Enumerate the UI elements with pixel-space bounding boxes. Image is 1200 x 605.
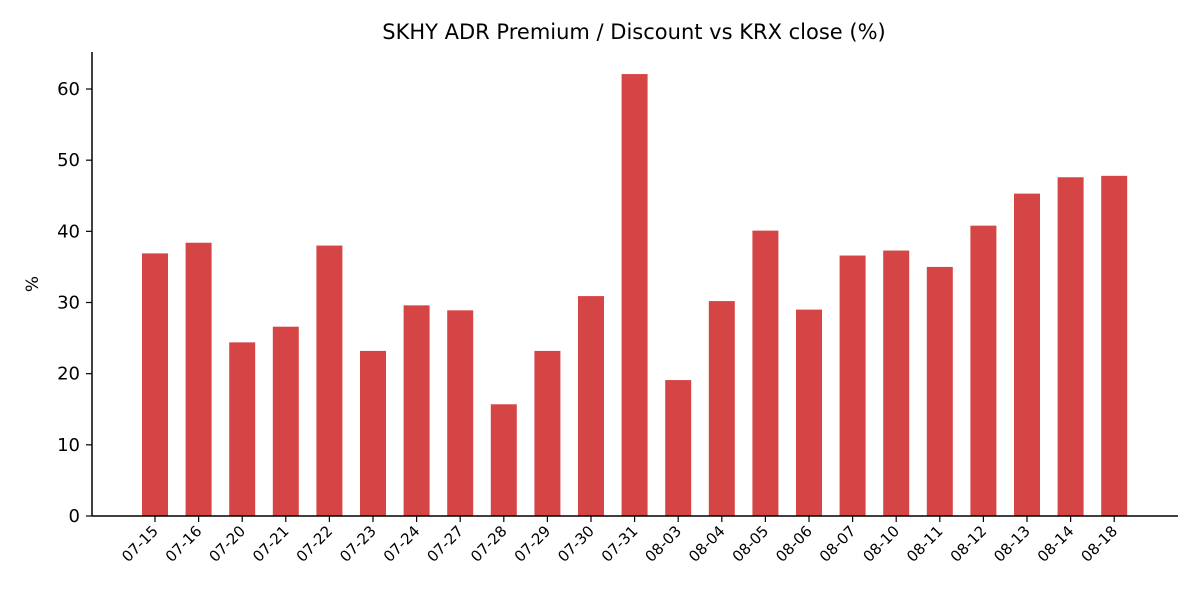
x-tick-label: 08-18	[1077, 522, 1121, 566]
bar-07-20	[229, 342, 256, 516]
x-tick-label: 08-10	[859, 522, 903, 566]
x-tick-label: 07-21	[249, 522, 293, 566]
x-tick-label: 07-28	[467, 522, 511, 566]
bar-08-10	[883, 250, 910, 516]
x-tick-label: 07-27	[423, 522, 467, 566]
x-tick-label: 08-05	[729, 522, 773, 566]
x-tick-label: 08-06	[772, 522, 816, 566]
x-axis: 07-15 07-16 07-20 07-21 07-22 07-23 07-24 07-27…	[118, 516, 1121, 566]
y-tick-label: 0	[69, 506, 80, 527]
x-tick-label: 08-03	[641, 522, 685, 566]
x-tick-label: 07-30	[554, 522, 598, 566]
bar-08-04	[708, 301, 735, 516]
bar-08-03	[665, 380, 692, 516]
y-axis: 0 10 20 30 40 50 60	[57, 79, 92, 527]
bar-08-07	[839, 255, 866, 516]
bar-07-24	[403, 305, 430, 516]
x-tick-label: 07-23	[336, 522, 380, 566]
bars-group	[142, 74, 1128, 517]
bar-08-14	[1057, 177, 1084, 517]
x-tick-label: 08-13	[990, 522, 1034, 566]
chart-title: SKHY ADR Premium / Discount vs KRX close…	[382, 20, 886, 44]
x-tick-label: 08-07	[816, 522, 860, 566]
x-tick-label: 07-24	[380, 522, 424, 566]
x-tick-label: 07-15	[118, 522, 162, 566]
y-tick-label: 40	[57, 221, 80, 242]
x-tick-label: 08-14	[1034, 522, 1078, 566]
bar-08-13	[1014, 193, 1040, 516]
y-axis-label: %	[23, 276, 43, 292]
y-tick-label: 50	[57, 150, 80, 171]
x-tick-label: 08-04	[685, 522, 729, 566]
x-tick-label: 07-31	[598, 522, 642, 566]
bar-08-06	[796, 309, 822, 516]
y-tick-label: 10	[57, 435, 80, 456]
x-tick-label: 08-12	[947, 522, 991, 566]
bar-07-31	[621, 74, 648, 517]
bar-07-22	[316, 245, 343, 516]
bar-07-21	[272, 326, 299, 516]
bar-07-30	[578, 296, 604, 516]
y-tick-label: 30	[57, 293, 80, 314]
y-tick-label: 20	[57, 364, 80, 385]
bar-07-27	[447, 310, 474, 516]
x-tick-label: 07-20	[205, 522, 249, 566]
bar-07-15	[142, 253, 168, 516]
x-tick-label: 07-29	[511, 522, 555, 566]
bar-08-11	[926, 266, 953, 516]
bar-07-29	[534, 350, 561, 516]
bar-08-05	[752, 230, 779, 516]
bar-07-16	[185, 242, 212, 516]
bar-07-28	[490, 404, 517, 516]
y-tick-label: 60	[57, 79, 80, 100]
bar-08-18	[1101, 175, 1128, 516]
x-tick-label: 07-22	[293, 522, 337, 566]
bar-08-12	[970, 225, 997, 516]
bar-07-23	[360, 350, 386, 516]
x-tick-label: 07-16	[162, 522, 206, 566]
x-tick-label: 08-11	[903, 522, 947, 566]
